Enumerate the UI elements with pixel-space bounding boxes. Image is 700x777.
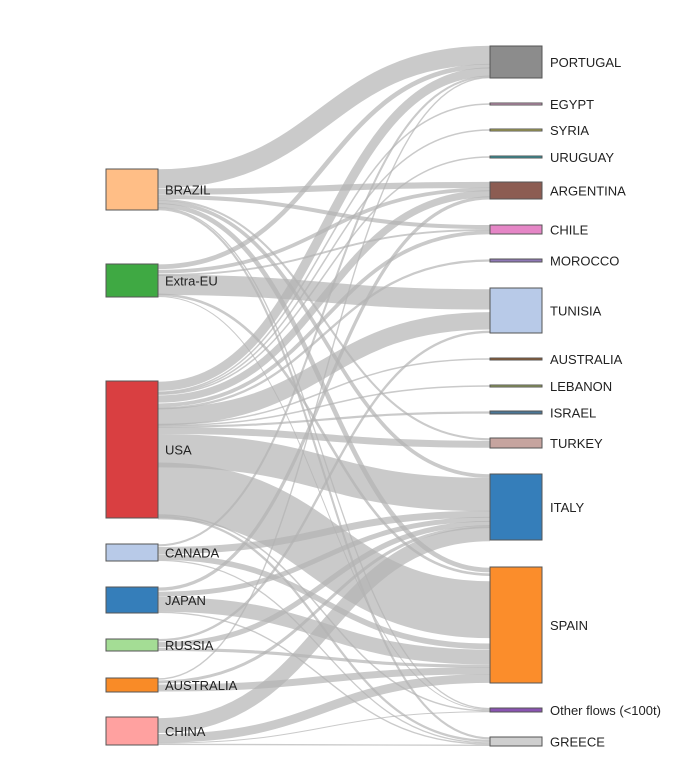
- target-node-australia-dst[interactable]: [489, 357, 543, 361]
- target-node-uruguay[interactable]: [489, 155, 543, 159]
- flow-link-china-to-greece: [157, 743, 491, 747]
- flow-link-usa-to-syria: [157, 129, 491, 394]
- source-label-japan: JAPAN: [165, 593, 206, 608]
- target-label-chile: CHILE: [550, 223, 589, 238]
- target-label-portugal: PORTUGAL: [550, 55, 621, 70]
- target-node-chile[interactable]: [489, 224, 543, 235]
- flow-link-usa-to-chile: [157, 230, 491, 408]
- flow-link-usa-to-italy: [157, 433, 491, 512]
- flow-link-extra-eu-to-chile: [157, 228, 491, 276]
- target-node-morocco[interactable]: [489, 258, 543, 263]
- target-label-israel: ISRAEL: [550, 406, 596, 421]
- flow-link-brazil-to-chile: [157, 194, 491, 230]
- flow-link-usa-to-morocco: [157, 259, 491, 410]
- target-label-uruguay: URUGUAY: [550, 150, 614, 165]
- source-node-brazil[interactable]: [105, 168, 159, 211]
- flow-link-brazil-to-portugal: [157, 45, 491, 189]
- source-label-brazil: BRAZIL: [165, 183, 211, 198]
- target-node-egypt[interactable]: [489, 102, 543, 106]
- flow-link-usa-to-israel: [157, 411, 491, 428]
- flow-link-usa-to-spain: [157, 462, 491, 639]
- source-node-canada[interactable]: [105, 543, 159, 562]
- flow-link-extra-eu-to-portugal: [157, 63, 491, 270]
- flow-link-australia-src-to-portugal: [157, 76, 491, 680]
- target-node-tunisia[interactable]: [489, 287, 543, 334]
- target-node-greece[interactable]: [489, 736, 543, 747]
- target-node-italy[interactable]: [489, 473, 543, 541]
- flow-link-russia-to-tunisia: [157, 330, 491, 642]
- target-node-syria[interactable]: [489, 128, 543, 132]
- flow-link-japan-to-argentina: [157, 196, 491, 591]
- source-label-usa: USA: [165, 443, 192, 458]
- flow-link-canada-to-spain: [157, 554, 491, 650]
- flow-link-japan-to-italy: [157, 516, 491, 597]
- source-label-china: CHINA: [165, 724, 206, 739]
- flow-link-australia-src-to-italy: [157, 525, 491, 684]
- target-node-israel[interactable]: [489, 410, 543, 415]
- nodes: [105, 45, 543, 747]
- target-node-other[interactable]: [489, 707, 543, 713]
- flow-link-canada-to-portugal: [157, 75, 491, 547]
- target-node-spain[interactable]: [489, 566, 543, 684]
- flow-link-usa-to-lebanon: [157, 385, 491, 427]
- flow-link-usa-to-argentina: [157, 190, 491, 403]
- source-node-japan[interactable]: [105, 586, 159, 614]
- target-label-turkey: TURKEY: [550, 436, 603, 451]
- flow-links: [157, 45, 491, 747]
- flow-link-usa-to-turkey: [157, 427, 491, 448]
- target-node-argentina[interactable]: [489, 181, 543, 200]
- target-label-italy: ITALY: [550, 500, 585, 515]
- flow-link-china-to-spain: [157, 673, 491, 743]
- target-label-argentina: ARGENTINA: [550, 184, 626, 199]
- flow-link-australia-src-to-spain: [157, 667, 491, 692]
- target-label-syria: SYRIA: [550, 123, 589, 138]
- flow-link-usa-to-other: [157, 514, 491, 712]
- flow-link-usa-to-egypt: [157, 103, 491, 393]
- target-label-egypt: EGYPT: [550, 97, 594, 112]
- flow-link-canada-to-italy: [157, 510, 491, 555]
- node-labels: BRAZIL Extra-EU USA CANADA JAPAN RUSSIA AUSTRA…: [165, 55, 661, 750]
- target-label-greece: GREECE: [550, 735, 605, 750]
- flow-link-brazil-to-argentina: [157, 181, 491, 195]
- source-label-extra-eu: Extra-EU: [165, 274, 218, 289]
- target-node-turkey[interactable]: [489, 437, 543, 449]
- target-node-lebanon[interactable]: [489, 384, 543, 388]
- source-node-china[interactable]: [105, 716, 159, 746]
- flow-link-china-to-other: [157, 711, 491, 744]
- source-node-usa[interactable]: [105, 380, 159, 519]
- flow-link-usa-to-uruguay: [157, 156, 491, 395]
- flow-link-extra-eu-to-other: [157, 295, 491, 711]
- target-label-australia-dst: AUSTRALIA: [550, 352, 623, 367]
- target-node-portugal[interactable]: [489, 45, 543, 79]
- flow-link-russia-to-italy: [157, 520, 491, 648]
- target-label-morocco: MOROCCO: [550, 254, 619, 269]
- flow-link-usa-to-tunisia: [157, 312, 491, 426]
- target-label-spain: SPAIN: [550, 618, 588, 633]
- source-node-australia-src[interactable]: [105, 677, 159, 693]
- flow-link-usa-to-portugal: [157, 67, 491, 391]
- flow-link-china-to-italy: [157, 526, 491, 733]
- target-label-lebanon: LEBANON: [550, 379, 612, 394]
- source-label-australia-src: AUSTRALIA: [165, 678, 238, 693]
- flow-link-brazil-to-italy: [157, 200, 491, 478]
- target-label-other: Other flows (<100t): [550, 703, 661, 718]
- source-label-canada: CANADA: [165, 546, 220, 561]
- source-node-extra-eu[interactable]: [105, 263, 159, 298]
- target-label-tunisia: TUNISIA: [550, 304, 602, 319]
- source-node-russia[interactable]: [105, 638, 159, 652]
- source-label-russia: RUSSIA: [165, 638, 214, 653]
